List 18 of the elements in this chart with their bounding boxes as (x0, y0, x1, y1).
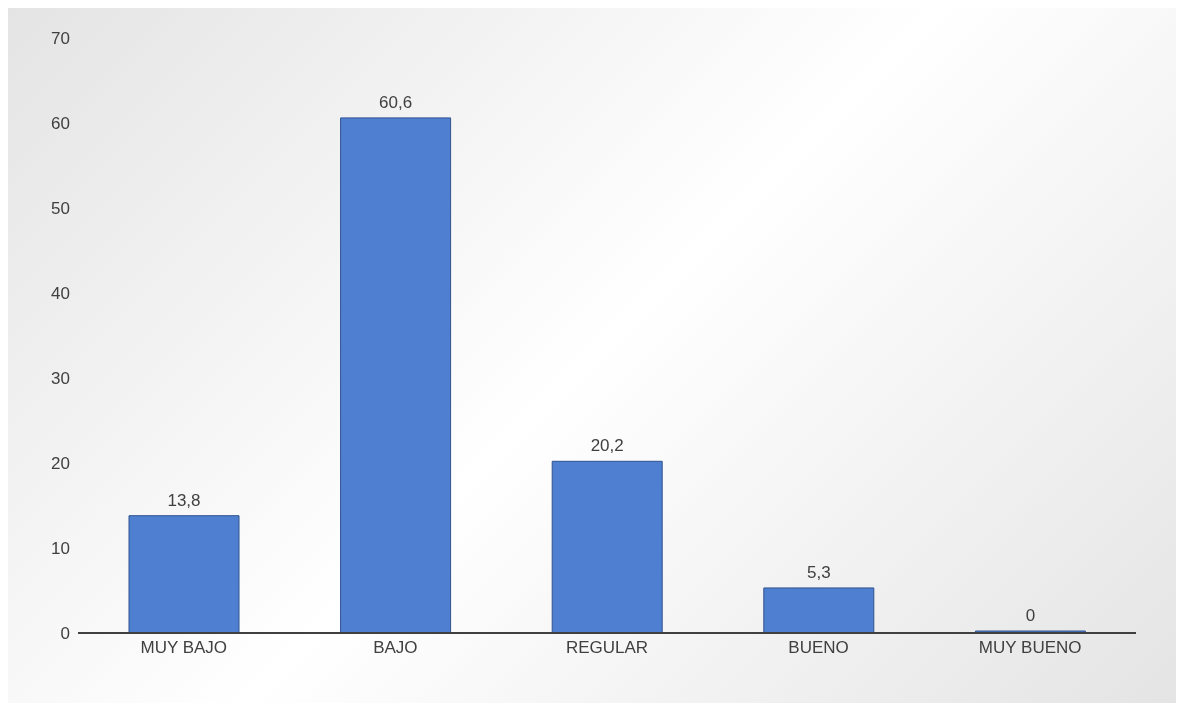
data-label: 60,6 (379, 92, 413, 112)
y-tick-label: 50 (51, 199, 70, 219)
x-tick-label: MUY BAJO (140, 638, 228, 658)
y-tick-label: 10 (51, 539, 70, 559)
y-tick-label: 0 (60, 624, 70, 644)
data-label: 13,8 (167, 490, 201, 510)
y-tick-label: 70 (51, 29, 70, 49)
y-tick-label: 20 (51, 454, 70, 474)
x-tick-label: REGULAR (565, 638, 649, 658)
y-tick-label: 30 (51, 369, 70, 389)
x-tick-label: BUENO (788, 638, 849, 658)
x-tick-label: MUY BUENO (978, 638, 1082, 658)
data-label: 0 (1025, 606, 1036, 625)
y-tick-label: 40 (51, 284, 70, 304)
x-tick-label: BAJO (373, 638, 418, 658)
y-tick-label: 60 (51, 114, 70, 134)
data-label: 5,3 (806, 562, 831, 582)
data-label: 20,2 (590, 436, 624, 456)
